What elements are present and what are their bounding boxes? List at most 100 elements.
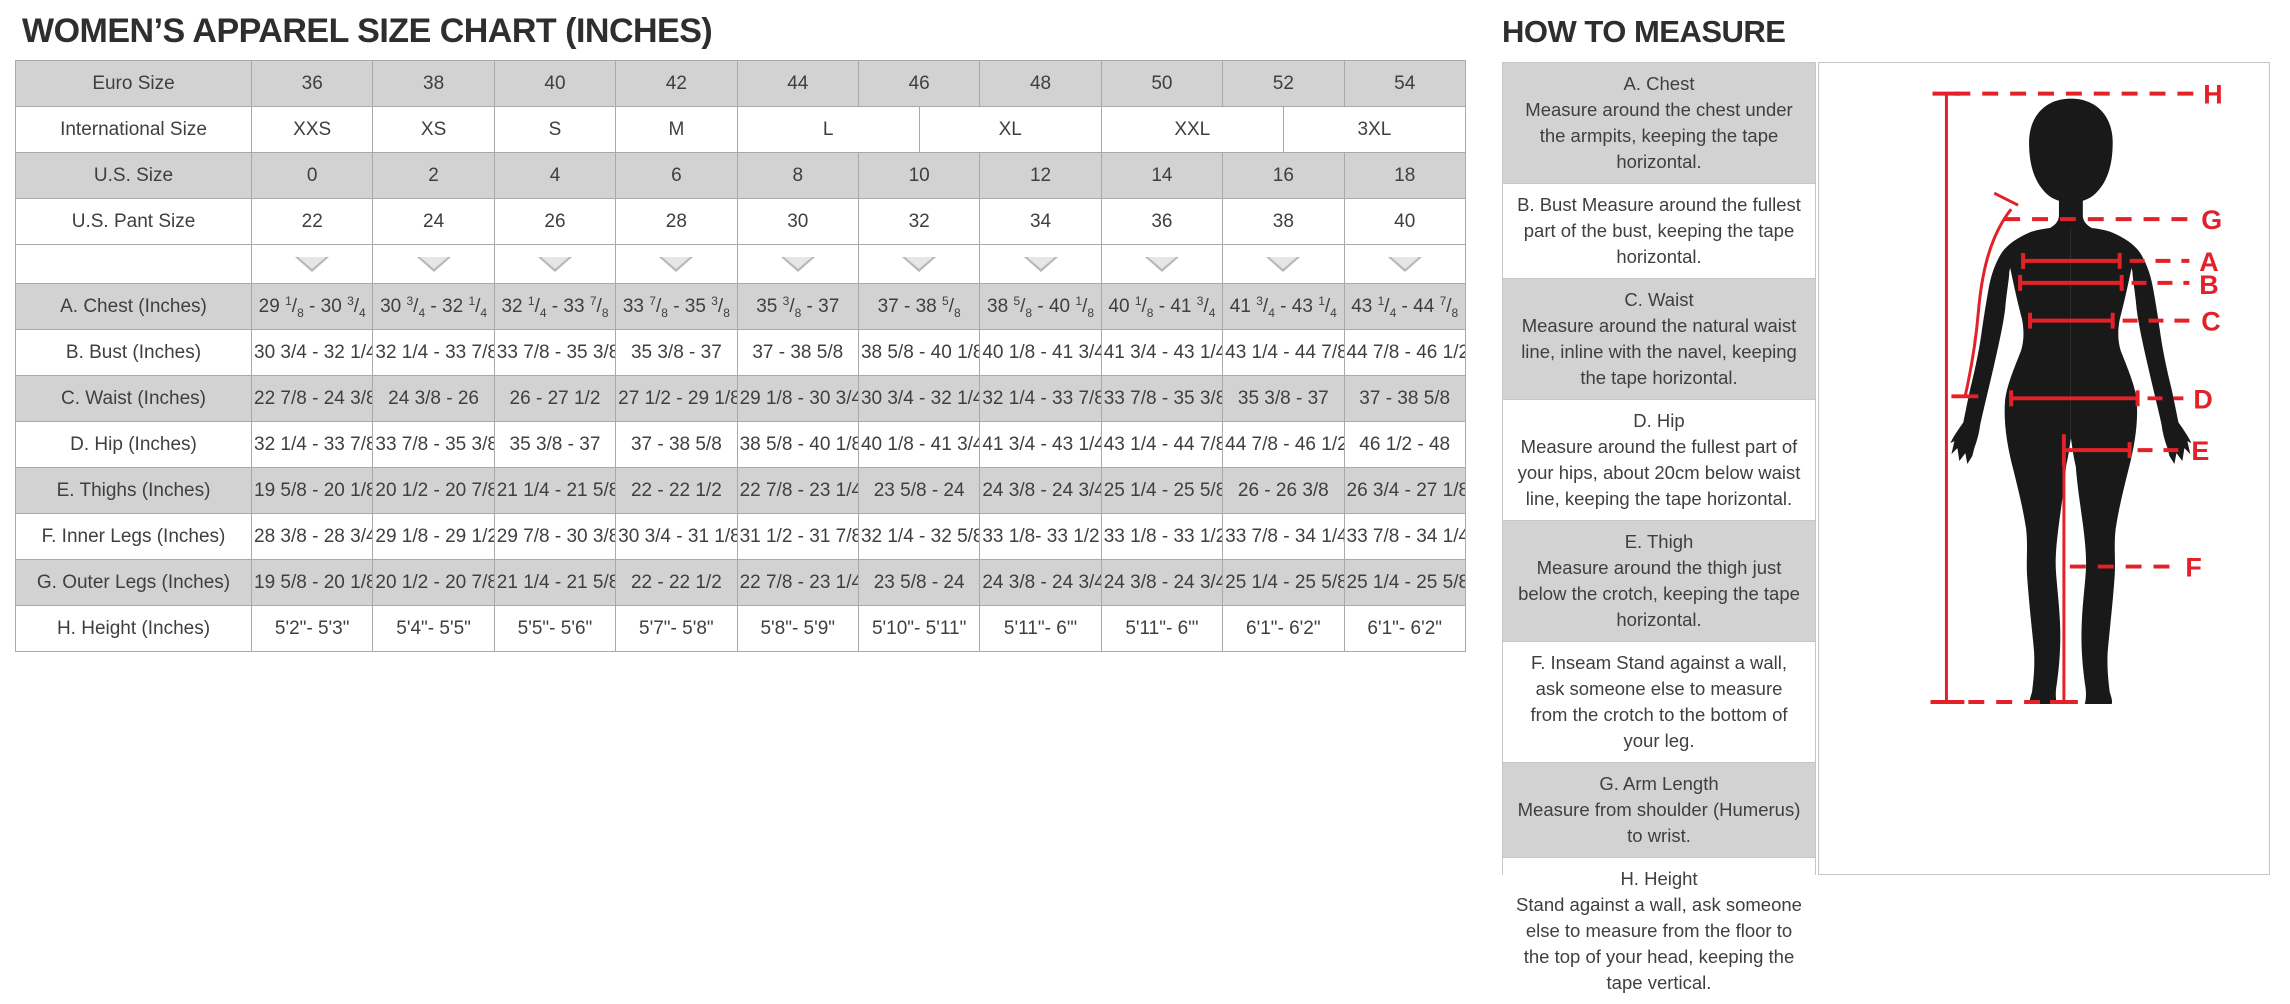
size-cell: 8 (736, 152, 859, 199)
measure-cell-bust: 32 1/4 - 33 7/8 (372, 329, 495, 376)
measure-section-text: Measure around the chest under the armpi… (1525, 99, 1793, 172)
measure-section-thigh: E. Thigh Measure around the thigh just be… (1503, 520, 1815, 641)
measure-section-text: Measure around the fullest part of your … (1517, 436, 1801, 509)
size-cell: XS (372, 106, 495, 153)
triangle-down-icon (659, 257, 694, 272)
size-cell: 46 (857, 60, 981, 107)
measure-cell-inner-legs: 33 1/8 - 33 1/2 (1100, 513, 1224, 560)
table-row-us-pant-size: U.S. Pant Size 22 24 26 28 30 32 34 36 38 40 (15, 198, 1466, 245)
arrow-cell (1222, 244, 1345, 284)
measure-cell-outer-legs: 21 1/4 - 21 5/8 (493, 559, 617, 606)
measure-cell-hip: 37 - 38 5/8 (615, 421, 738, 468)
size-cell: 36 (1100, 198, 1224, 245)
measure-section-waist: C. Waist Measure around the natural waist… (1503, 278, 1815, 399)
measure-cell-outer-legs: 20 1/2 - 20 7/8 (372, 559, 495, 606)
measure-cell-chest: 38 5/8 - 40 1/8 (979, 283, 1102, 330)
label-b: B (2199, 270, 2218, 300)
arrow-cell (1343, 244, 1466, 284)
size-cell: 52 (1222, 60, 1345, 107)
measure-cell-bust: 41 3/4 - 43 1/4 (1100, 329, 1224, 376)
size-chart-body: Euro Size 36 38 40 42 44 46 48 50 52 54 Internation… (15, 60, 1466, 652)
row-label-bust: B. Bust (Inches) (15, 329, 252, 376)
measure-cell-hip: 32 1/4 - 33 7/8 (250, 421, 374, 468)
measure-section-text: Measure from shoulder (Humerus) to wrist… (1517, 799, 1801, 846)
arrow-cell (372, 244, 495, 284)
measure-cell-chest: 30 3/4 - 32 1/4 (372, 283, 495, 330)
measure-cell-inner-legs: 30 3/4 - 31 1/8 (615, 513, 738, 560)
how-to-measure-title: HOW TO MEASURE (1502, 14, 1786, 49)
measure-cell-waist: 37 - 38 5/8 (1343, 375, 1466, 422)
size-cell: 32 (857, 198, 981, 245)
measure-section-title: G. Arm Length (1599, 773, 1719, 794)
size-cell: M (615, 106, 738, 153)
arrow-cell (1100, 244, 1224, 284)
measure-cell-hip: 44 7/8 - 46 1/2 (1222, 421, 1345, 468)
arrow-cell (250, 244, 374, 284)
arm-length-curve (1963, 208, 2013, 396)
measure-cell-outer-legs: 24 3/8 - 24 3/4 (1100, 559, 1224, 606)
size-chart: Euro Size 36 38 40 42 44 46 48 50 52 54 Internation… (15, 60, 1466, 652)
measure-cell-height: 5'2"- 5'3" (250, 605, 374, 652)
measure-cell-waist: 32 1/4 - 33 7/8 (979, 375, 1102, 422)
measure-cell-height: 6'1"- 6'2" (1222, 605, 1345, 652)
size-cell: 36 (250, 60, 374, 107)
arrow-cell (979, 244, 1102, 284)
row-label-hip: D. Hip (Inches) (15, 421, 252, 468)
measure-cell-height: 6'1"- 6'2" (1343, 605, 1466, 652)
measure-cell-outer-legs: 25 1/4 - 25 5/8 (1343, 559, 1466, 606)
size-cell: 22 (250, 198, 374, 245)
size-cell: S (493, 106, 617, 153)
measure-cell-height: 5'5"- 5'6" (493, 605, 617, 652)
page-title: WOMEN’S APPAREL SIZE CHART (INCHES) (22, 12, 713, 50)
measure-cell-outer-legs: 23 5/8 - 24 (857, 559, 981, 606)
size-cell: 24 (372, 198, 495, 245)
row-label-chest: A. Chest (Inches) (15, 283, 252, 330)
measure-section-title: H. Height (1620, 868, 1698, 889)
how-to-measure-list: A. Chest Measure around the chest under t… (1502, 62, 1816, 1004)
measure-section-title: E. Thigh (1624, 531, 1694, 552)
triangle-down-icon (902, 257, 937, 272)
size-cell: 4 (493, 152, 617, 199)
arm-curve-top-tick (1993, 191, 2019, 207)
measure-cell-bust: 44 7/8 - 46 1/2 (1343, 329, 1466, 376)
measure-cell-waist: 24 3/8 - 26 (372, 375, 495, 422)
row-label-thighs: E. Thighs (Inches) (15, 467, 252, 514)
measure-cell-hip: 41 3/4 - 43 1/4 (979, 421, 1102, 468)
measure-section-inseam: F. Inseam Stand against a wall, ask some… (1503, 641, 1815, 762)
measure-section-title: C. Waist (1624, 289, 1694, 310)
measure-cell-thighs: 20 1/2 - 20 7/8 (372, 467, 495, 514)
body-silhouette-diagram: H G A B C D E F (1930, 80, 2223, 704)
silhouette-body-right (2070, 228, 2192, 704)
measure-cell-bust: 35 3/8 - 37 (615, 329, 738, 376)
measure-cell-chest: 41 3/4 - 43 1/4 (1222, 283, 1345, 330)
triangle-down-icon (416, 257, 451, 272)
measure-cell-waist: 35 3/8 - 37 (1222, 375, 1345, 422)
table-row-thighs: E. Thighs (Inches) 19 5/8 - 20 1/8 20 1/2 … (15, 467, 1466, 514)
triangle-down-icon (1144, 257, 1179, 272)
label-d: D (2193, 384, 2212, 414)
triangle-down-icon (780, 257, 815, 272)
measure-cell-hip: 43 1/4 - 44 7/8 (1100, 421, 1224, 468)
table-row-international-size: International Size XXS XS S M L XL XXL 3XL (15, 106, 1466, 153)
size-cell: 38 (1222, 198, 1345, 245)
measure-section-text: Measure around the natural waist line, i… (1521, 315, 1797, 388)
measure-section-chest: A. Chest Measure around the chest under t… (1503, 63, 1815, 183)
measure-cell-waist: 29 1/8 - 30 3/4 (736, 375, 859, 422)
measure-cell-hip: 40 1/8 - 41 3/4 (857, 421, 981, 468)
table-row-euro-size: Euro Size 36 38 40 42 44 46 48 50 52 54 (15, 60, 1466, 107)
size-cell: 34 (979, 198, 1102, 245)
measure-cell-waist: 27 1/2 - 29 1/8 (615, 375, 738, 422)
measure-cell-thighs: 22 7/8 - 23 1/4 (736, 467, 859, 514)
arrow-cell (615, 244, 738, 284)
measure-cell-waist: 33 7/8 - 35 3/8 (1100, 375, 1224, 422)
row-label-us-size: U.S. Size (15, 152, 252, 199)
measure-cell-thighs: 19 5/8 - 20 1/8 (250, 467, 374, 514)
size-cell: 14 (1100, 152, 1224, 199)
table-row-bust: B. Bust (Inches) 30 3/4 - 32 1/4 32 1/4 - … (15, 329, 1466, 376)
measure-cell-chest: 29 1/8 - 30 3/4 (250, 283, 374, 330)
measure-cell-waist: 26 - 27 1/2 (493, 375, 617, 422)
measure-cell-outer-legs: 24 3/8 - 24 3/4 (979, 559, 1102, 606)
silhouette-hair (2029, 98, 2113, 203)
size-cell: 3XL (1282, 106, 1466, 153)
size-cell: 16 (1222, 152, 1345, 199)
